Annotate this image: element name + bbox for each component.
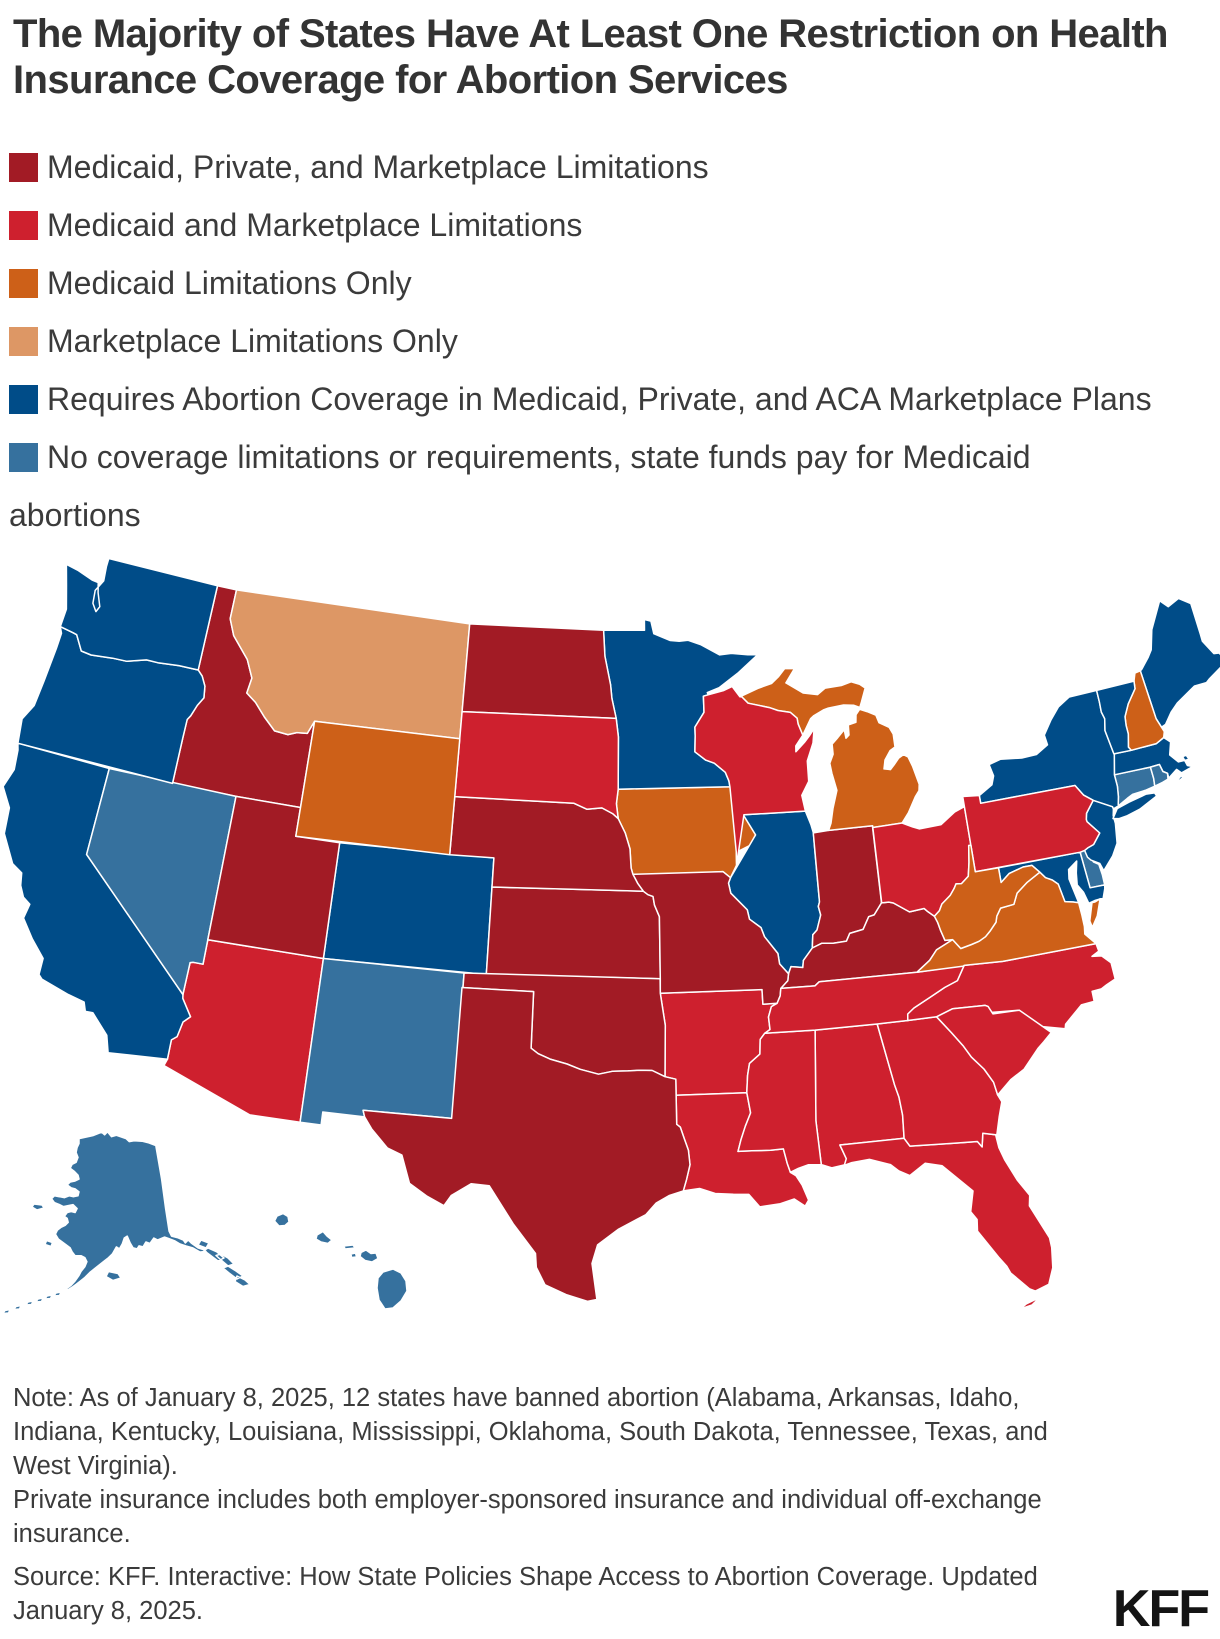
state-HI[interactable]	[273, 1212, 408, 1310]
state-ND[interactable]	[461, 623, 617, 720]
legend-swatch-maroon	[9, 153, 38, 182]
legend-label: No coverage limitations or requirements,…	[9, 439, 1031, 533]
legend-swatch-steel	[9, 443, 38, 472]
legend-label: Medicaid, Private, and Marketplace Limit…	[47, 149, 709, 185]
legend-label: Marketplace Limitations Only	[47, 323, 458, 359]
page-title: The Majority of States Have At Least One…	[13, 12, 1168, 102]
kff-logo: KFF	[1112, 1580, 1210, 1638]
state-SC[interactable]	[935, 1004, 1053, 1096]
legend-swatch-peach	[9, 327, 38, 356]
legend-item-maroon: Medicaid, Private, and Marketplace Limit…	[9, 138, 1159, 196]
state-KS[interactable]	[485, 886, 662, 980]
state-SD[interactable]	[453, 710, 620, 820]
legend-item-peach: Marketplace Limitations Only	[9, 312, 1159, 370]
state-WA[interactable]	[59, 557, 219, 671]
state-MT[interactable]	[229, 589, 471, 740]
legend-item-red: Medicaid and Marketplace Limitations	[9, 196, 1159, 254]
state-WI[interactable]	[694, 685, 815, 866]
legend: Medicaid, Private, and Marketplace Limit…	[9, 138, 1159, 544]
note-text: Note: As of January 8, 2025, 12 states h…	[13, 1384, 1048, 1480]
legend-item-steel: No coverage limitations or requirements,…	[9, 428, 1159, 544]
legend-swatch-orange	[9, 269, 38, 298]
note-private-insurance: Private insurance includes both employer…	[13, 1486, 1042, 1548]
state-ME[interactable]	[1139, 597, 1220, 728]
source-text: Source: KFF. Interactive: How State Poli…	[13, 1563, 1038, 1625]
state-PA[interactable]	[961, 784, 1101, 873]
state-AK[interactable]	[2, 1131, 251, 1315]
state-NM[interactable]	[299, 957, 465, 1126]
legend-item-orange: Medicaid Limitations Only	[9, 254, 1159, 312]
state-CA[interactable]	[2, 742, 192, 1061]
state-CO[interactable]	[322, 841, 495, 976]
state-MA[interactable]	[1113, 736, 1194, 783]
state-WY[interactable]	[295, 720, 461, 856]
state-FL[interactable]	[839, 1132, 1054, 1310]
legend-swatch-red	[9, 211, 38, 240]
legend-item-navy: Requires Abortion Coverage in Medicaid, …	[9, 370, 1159, 428]
legend-label: Requires Abortion Coverage in Medicaid, …	[47, 381, 1152, 417]
state-MS[interactable]	[737, 1029, 823, 1174]
state-WV[interactable]	[933, 844, 1041, 950]
state-VT[interactable]	[1095, 680, 1136, 755]
legend-label: Medicaid and Marketplace Limitations	[47, 207, 583, 243]
legend-label: Medicaid Limitations Only	[47, 265, 412, 301]
footnotes: Note: As of January 8, 2025, 12 states h…	[13, 1381, 1073, 1628]
state-TX[interactable]	[362, 986, 691, 1303]
states-group	[2, 557, 1220, 1315]
legend-swatch-navy	[9, 385, 38, 414]
state-RI[interactable]	[1149, 763, 1169, 787]
